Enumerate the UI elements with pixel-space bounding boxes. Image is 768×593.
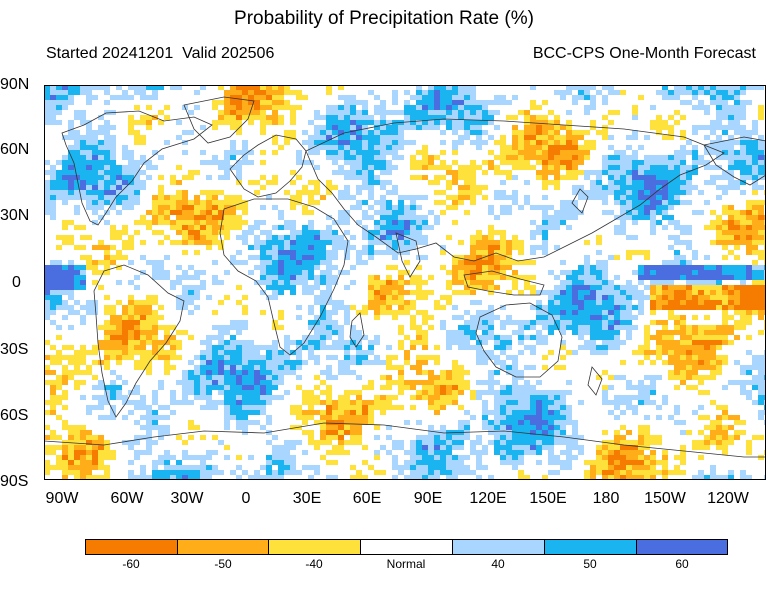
coast-greenland [183, 96, 255, 144]
lon-label-150w: 150W [644, 490, 686, 507]
lon-label-90e: 90E [413, 490, 443, 507]
lon-label-60w: 60W [110, 490, 144, 507]
coast-japan [571, 188, 589, 214]
lon-label-120e: 120E [469, 490, 507, 507]
lon-label-150e: 150E [529, 490, 567, 507]
coast-indonesia [463, 270, 545, 296]
coast-north-america [61, 110, 213, 226]
probability-field [44, 85, 766, 480]
colorbar-swatch-50 [544, 539, 637, 555]
lon-label-0: 0 [241, 490, 251, 507]
lat-label-30s: 30S [0, 341, 29, 358]
coast-asia [305, 118, 725, 262]
coast-africa [219, 198, 349, 356]
lat-label-60n: 60N [0, 141, 30, 158]
coast-alaska [703, 136, 766, 186]
colorbar-label-50: 50 [583, 557, 597, 571]
lat-label-equator: 0 [12, 274, 21, 291]
lon-label-30e: 30E [292, 490, 322, 507]
colorbar-label-60: 60 [675, 557, 689, 571]
colorbar-label-neg50: -50 [214, 557, 232, 571]
coast-new-zealand [587, 366, 603, 396]
colorbar-swatch-neg50 [177, 539, 269, 555]
map-frame [44, 85, 766, 480]
coast-antarctica [44, 422, 766, 458]
coast-europe [229, 134, 307, 198]
coast-madagascar [349, 312, 365, 348]
colorbar-label-neg40: -40 [305, 557, 323, 571]
coast-south-america [93, 264, 185, 418]
map-title: Probability of Precipitation Rate (%) [234, 8, 534, 29]
colorbar-swatch-neg40 [268, 539, 361, 555]
lon-label-30w: 30W [170, 490, 204, 507]
colorbar-swatch-neg60 [85, 539, 178, 555]
lat-label-90s: 90S [0, 473, 29, 490]
coastlines [44, 96, 766, 458]
forecast-source: BCC-CPS One-Month Forecast [532, 45, 756, 62]
coast-india [395, 232, 421, 278]
lat-label-90n: 90N [0, 76, 30, 93]
lon-label-180: 180 [592, 490, 620, 507]
forecast-dates: Started 20241201 Valid 202506 [46, 45, 275, 62]
colorbar-label-normal: Normal [386, 557, 426, 571]
colorbar-swatch-40 [452, 539, 545, 555]
lon-label-60e: 60E [352, 490, 382, 507]
precipitation-probability-map [44, 85, 766, 480]
coast-australia [475, 302, 563, 378]
lon-label-90w: 90W [45, 490, 79, 507]
lat-label-60s: 60S [0, 407, 29, 424]
colorbar-swatch-normal [360, 539, 453, 555]
colorbar-label-neg60: -60 [122, 557, 140, 571]
colorbar-swatch-60 [636, 539, 728, 555]
colorbar-label-40: 40 [491, 557, 505, 571]
lat-label-30n: 30N [0, 207, 30, 224]
lon-label-120w: 120W [707, 490, 749, 507]
